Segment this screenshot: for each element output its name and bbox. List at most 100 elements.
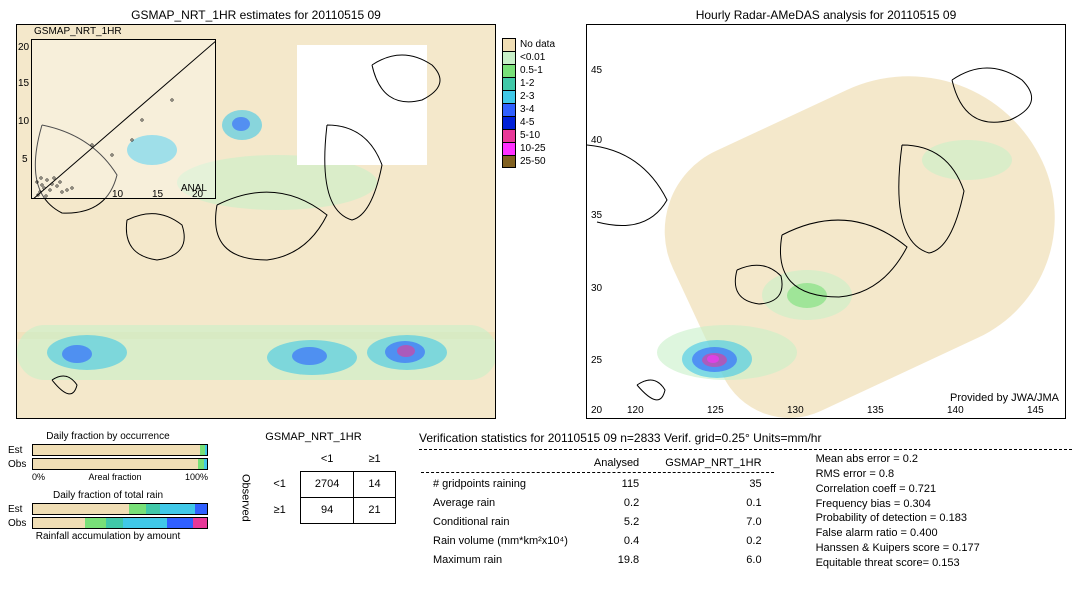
map-left: GSMAP_NRT_1HR ANAL 20 15 1 bbox=[16, 24, 496, 419]
stats-row: # gridpoints raining11535 bbox=[421, 475, 774, 492]
legend-swatch bbox=[502, 103, 516, 116]
df-tot-obs bbox=[32, 517, 208, 529]
map-left-title: GSMAP_NRT_1HR estimates for 20110515 09 bbox=[16, 8, 496, 22]
stat-est: 0.2 bbox=[653, 533, 773, 550]
bar-segment bbox=[193, 518, 207, 528]
ry-1: 40 bbox=[591, 135, 602, 146]
stat-anal: 0.2 bbox=[582, 494, 651, 511]
inset-label: GSMAP_NRT_1HR bbox=[34, 26, 122, 37]
inset-yt-1: 15 bbox=[18, 78, 29, 89]
bottom-row: Daily fraction by occurrence Est Obs 0%A… bbox=[8, 431, 1072, 571]
stats-col-anal: Analysed bbox=[582, 454, 651, 473]
inset-yt-0: 20 bbox=[18, 42, 29, 53]
stats-row: Average rain0.20.1 bbox=[421, 494, 774, 511]
inset-yt-3: 5 bbox=[22, 154, 28, 165]
contingency-table: <1≥1 Observed <1 2704 14 ≥1 94 21 bbox=[231, 447, 395, 524]
bar-segment bbox=[160, 504, 195, 514]
df-accum-title: Rainfall accumulation by amount bbox=[8, 531, 208, 542]
stat-est: 7.0 bbox=[653, 513, 773, 530]
df-axis-0: 0% bbox=[32, 472, 45, 482]
stats-table: AnalysedGSMAP_NRT_1HR # gridpoints raini… bbox=[419, 452, 776, 571]
legend-row: 1-2 bbox=[502, 77, 574, 90]
legend-row: <0.01 bbox=[502, 51, 574, 64]
legend-swatch bbox=[502, 155, 516, 168]
legend-row: 5-10 bbox=[502, 129, 574, 142]
legend-label: 5-10 bbox=[520, 130, 540, 141]
df-tot-title: Daily fraction of total rain bbox=[8, 490, 208, 501]
stat-anal: 0.4 bbox=[582, 533, 651, 550]
coastline-right bbox=[587, 25, 1066, 419]
bar-segment bbox=[129, 504, 146, 514]
stats-col-est: GSMAP_NRT_1HR bbox=[653, 454, 773, 473]
inset-xt-2: 20 bbox=[192, 189, 203, 200]
legend-label: 3-4 bbox=[520, 104, 534, 115]
legend-label: 2-3 bbox=[520, 91, 534, 102]
legend-label: No data bbox=[520, 39, 555, 50]
metrics: Mean abs error = 0.2RMS error = 0.8Corre… bbox=[816, 452, 980, 571]
stats-row: Conditional rain5.27.0 bbox=[421, 513, 774, 530]
stat-name: Maximum rain bbox=[421, 552, 580, 569]
stat-est: 6.0 bbox=[653, 552, 773, 569]
daily-fractions: Daily fraction by occurrence Est Obs 0%A… bbox=[8, 431, 208, 544]
stats-row: Rain volume (mm*km²x10⁴)0.40.2 bbox=[421, 533, 774, 550]
stat-name: Average rain bbox=[421, 494, 580, 511]
provided-by: Provided by JWA/JMA bbox=[950, 392, 1059, 404]
legend-row: 4-5 bbox=[502, 116, 574, 129]
ry-0: 45 bbox=[591, 65, 602, 76]
bar-segment bbox=[85, 518, 106, 528]
inset-yt-2: 10 bbox=[18, 116, 29, 127]
metric-line: Hanssen & Kuipers score = 0.177 bbox=[816, 541, 980, 556]
legend-row: 0.5-1 bbox=[502, 64, 574, 77]
legend-row: 10-25 bbox=[502, 142, 574, 155]
cont-col-ge: ≥1 bbox=[354, 447, 395, 472]
cont-b: 14 bbox=[354, 472, 395, 498]
legend-label: <0.01 bbox=[520, 52, 545, 63]
rx-1: 125 bbox=[707, 405, 724, 416]
legend-swatch bbox=[502, 38, 516, 51]
metric-line: Equitable threat score= 0.153 bbox=[816, 556, 980, 571]
metric-line: Correlation coeff = 0.721 bbox=[816, 482, 980, 497]
legend-swatch bbox=[502, 129, 516, 142]
cont-row-lt: <1 bbox=[259, 472, 300, 498]
map-right-title: Hourly Radar-AMeDAS analysis for 2011051… bbox=[586, 8, 1066, 22]
cont-row-ge: ≥1 bbox=[259, 497, 300, 523]
legend-label: 25-50 bbox=[520, 156, 546, 167]
bar-segment bbox=[33, 445, 200, 455]
color-legend: No data <0.01 0.5-1 1-2 2-3 3-4 4-5 5-1010-2525… bbox=[502, 38, 574, 168]
cont-c: 94 bbox=[300, 497, 353, 523]
legend-swatch bbox=[502, 116, 516, 129]
bar-segment bbox=[167, 518, 193, 528]
stats-row: Maximum rain19.86.0 bbox=[421, 552, 774, 569]
bar-segment bbox=[205, 445, 207, 455]
cont-col-lt: <1 bbox=[300, 447, 353, 472]
ry-2: 35 bbox=[591, 210, 602, 221]
df-est-lbl: Est bbox=[8, 445, 32, 456]
bar-segment bbox=[204, 459, 207, 469]
bar-segment bbox=[123, 518, 167, 528]
scatter-svg bbox=[32, 40, 215, 198]
stat-name: # gridpoints raining bbox=[421, 475, 580, 492]
df-obs-lbl-2: Obs bbox=[8, 518, 32, 529]
ry-4: 25 bbox=[591, 355, 602, 366]
map-left-panel: GSMAP_NRT_1HR estimates for 20110515 09 bbox=[16, 8, 496, 419]
stat-est: 35 bbox=[653, 475, 773, 492]
metric-line: Probability of detection = 0.183 bbox=[816, 511, 980, 526]
legend-row: 2-3 bbox=[502, 90, 574, 103]
df-tot-est bbox=[32, 503, 208, 515]
stat-anal: 19.8 bbox=[582, 552, 651, 569]
legend-swatch bbox=[502, 77, 516, 90]
ry-3: 30 bbox=[591, 283, 602, 294]
map-right-panel: Hourly Radar-AMeDAS analysis for 2011051… bbox=[586, 8, 1066, 419]
map-right: 45 40 35 30 25 20 120 125 130 135 140 14… bbox=[586, 24, 1066, 419]
metric-line: RMS error = 0.8 bbox=[816, 467, 980, 482]
stat-anal: 115 bbox=[582, 475, 651, 492]
legend-row: 25-50 bbox=[502, 155, 574, 168]
legend-row: No data bbox=[502, 38, 574, 51]
legend-label: 0.5-1 bbox=[520, 65, 543, 76]
df-est-lbl-2: Est bbox=[8, 504, 32, 515]
cont-a: 2704 bbox=[300, 472, 353, 498]
legend-label: 1-2 bbox=[520, 78, 534, 89]
inset-xt-1: 15 bbox=[152, 189, 163, 200]
metric-line: Frequency bias = 0.304 bbox=[816, 497, 980, 512]
legend-label: 4-5 bbox=[520, 117, 534, 128]
